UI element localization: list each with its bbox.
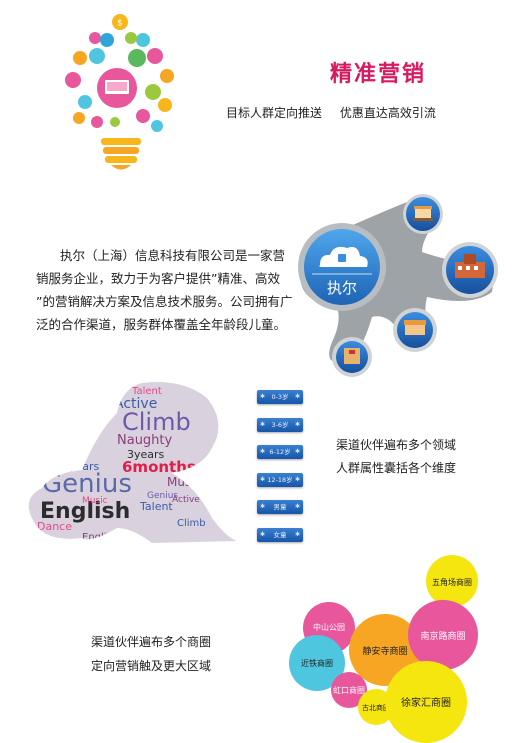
wordcloud-word: English [40, 499, 130, 524]
gender-pill[interactable]: 女童 [257, 527, 303, 542]
age-pill[interactable]: 6-12岁 [257, 445, 303, 459]
wordcloud-word: Active [172, 495, 200, 505]
wordcloud-word: Music [82, 496, 108, 506]
age-pill[interactable]: 3-6岁 [257, 417, 303, 432]
hub-label: 执尔 [327, 280, 357, 297]
wordcloud-word: Active [114, 396, 157, 412]
page-subtitle: 目标人群定向推送 优惠直达高效引流 [226, 106, 436, 120]
wordcloud-word: Genius [42, 469, 132, 499]
wordcloud-word: Talent [139, 500, 173, 513]
district-label: 徐家汇商圈 [401, 696, 451, 709]
page-title: 精准营销 [330, 62, 427, 87]
district-label: 南京路商圈 [420, 630, 465, 641]
wordcloud-word: 6months [122, 458, 196, 476]
gender-pill[interactable]: 男童 [257, 500, 303, 514]
wordcloud-word: English [82, 532, 118, 543]
district-label: 虹口商圈 [333, 685, 365, 695]
age-pill[interactable]: 0-3岁 [257, 390, 303, 404]
wordcloud-word: 3years [127, 448, 165, 461]
channel-network-diagram: 执尔 [298, 194, 498, 377]
wordcloud-word: Naughty [117, 433, 173, 448]
wordcloud-word: Talent [131, 386, 162, 397]
age-pill[interactable]: 12-18岁 [257, 472, 303, 487]
baby-wordcloud-image: Talent Active Climb Naughty 3years 6mont… [28, 382, 237, 543]
wordcloud-word: Music [167, 475, 201, 489]
channel-caption: 渠道伙伴遍布多个领域 人群属性囊括各个维度 [336, 438, 457, 475]
svg-text:$: $ [117, 19, 123, 29]
district-label: 古北商圈 [362, 703, 390, 712]
district-caption: 渠道伙伴遍布多个商圈 定向营销触及更大区域 [91, 635, 212, 673]
district-label: 近铁商圈 [301, 658, 333, 668]
wordcloud-word: Genius [147, 491, 178, 501]
wordcloud-word: Climb [177, 518, 206, 529]
wordcloud-word: 8years [62, 460, 100, 473]
age-group-list: 0-3岁 3-6岁 6-12岁 12-18岁 男童 女童 [257, 390, 303, 555]
district-label: 五角场商圈 [432, 577, 472, 587]
company-intro: 执尔（上海）信息科技有限公司是一家营销服务企业，致力于为客户提供”精准、高效 ”… [36, 248, 293, 332]
wordcloud-word: Climb [122, 408, 191, 436]
district-bubble-chart: 五角场商圈 中山公园 静安寺商圈 南京路商圈 近铁商圈 虹口商圈 古北商圈 徐家… [289, 555, 478, 743]
lightbulb-icon: $ [65, 14, 174, 170]
wordcloud-word: Dance [37, 520, 72, 533]
district-label: 中山公园 [313, 622, 345, 632]
district-label: 静安寺商圈 [362, 645, 407, 656]
